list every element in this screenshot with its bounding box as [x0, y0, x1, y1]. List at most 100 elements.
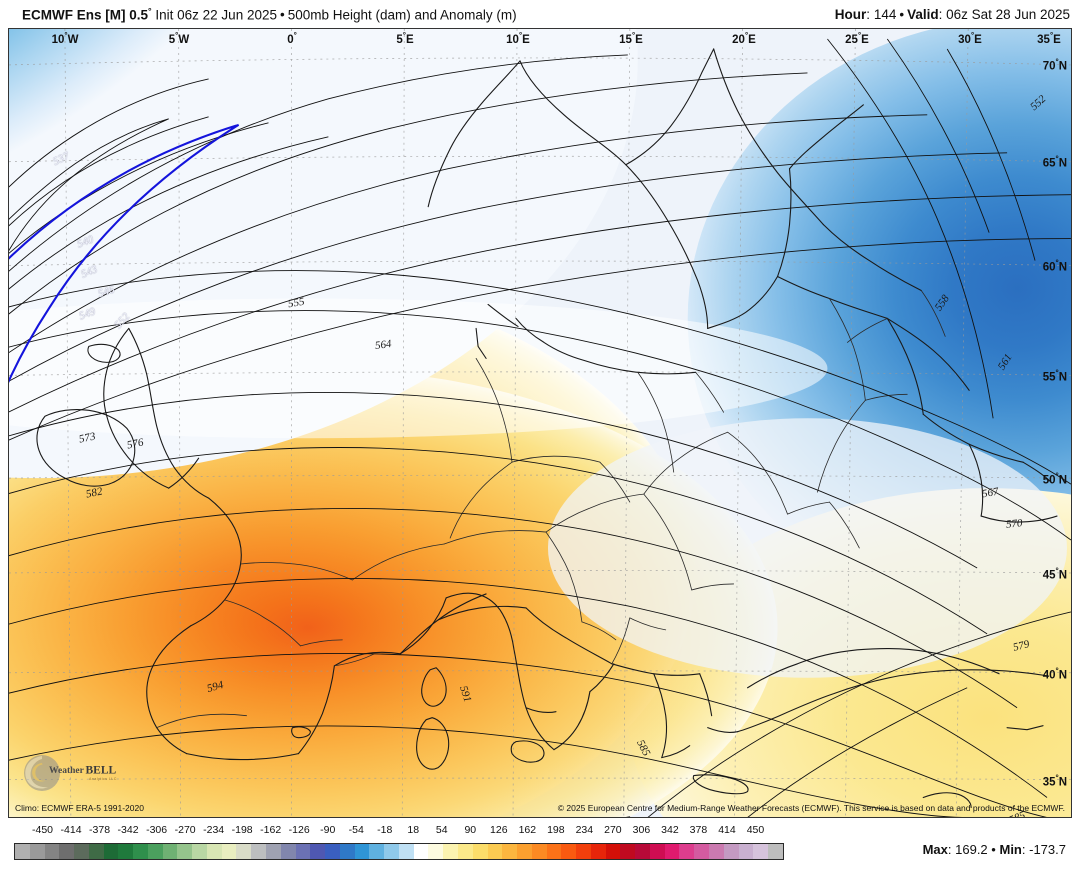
colorbar-swatch-6	[103, 844, 119, 859]
colorbar-swatch-1	[29, 844, 45, 859]
colorbar-swatch-42	[635, 844, 650, 859]
colorbar-swatch-19	[295, 844, 311, 859]
colorbar-swatch-13	[206, 844, 222, 859]
colorbar-swatch-49	[738, 844, 754, 859]
lon-label-5degW: 5°W	[168, 31, 190, 46]
colorbar-swatch-39	[590, 844, 606, 859]
lon-label-15degE: 15°E	[619, 31, 643, 46]
colorbar-swatch-38	[576, 844, 591, 859]
colorbar-tick-54: 54	[435, 824, 448, 836]
map-canvas[interactable]: 10°W 5°W 0° 5°E 10°E 15°E 20°E 25°E 30°E 35°E 70°…	[8, 28, 1072, 818]
colorbar-tick--198: -198	[231, 824, 253, 836]
climo-note: Climo: ECMWF ERA-5 1991-2020	[15, 803, 144, 813]
colorbar-swatch-31	[472, 844, 488, 859]
colorbar-swatch-0	[15, 844, 30, 859]
colorbar-swatch-17	[266, 844, 281, 859]
colorbar-tick--306: -306	[146, 824, 168, 836]
colorbar-tick--90: -90	[320, 824, 336, 836]
colorbar-tick--18: -18	[377, 824, 393, 836]
colorbar-tick-270: 270	[604, 824, 622, 836]
colorbar-swatch-18	[280, 844, 296, 859]
lon-label-10degE: 10°E	[506, 31, 530, 46]
min-colon: :	[1021, 842, 1026, 857]
lat-label-45degN: 45°N	[1042, 566, 1067, 582]
colorbar-tick--342: -342	[117, 824, 139, 836]
colorbar-tick--414: -414	[60, 824, 82, 836]
logo-text-bell: BELL	[86, 765, 117, 777]
lon-label-5degE: 5°E	[396, 31, 414, 46]
field-name: 500mb Height (dam) and Anomaly (m)	[287, 7, 517, 23]
lat-label-70degN: 70°N	[1042, 57, 1067, 73]
max-colon: :	[947, 842, 952, 857]
colorbar-tick-18: 18	[407, 824, 420, 836]
colorbar-swatch-12	[192, 844, 207, 859]
colorbar-swatch-4	[74, 844, 89, 859]
colorbar-swatch-11	[177, 844, 193, 859]
colorbar-tick--270: -270	[174, 824, 196, 836]
lon-label-35degE: 35°E	[1037, 31, 1061, 46]
init-time: Init 06z 22 Jun 2025	[155, 7, 277, 23]
colorbar-swatch-30	[457, 844, 473, 859]
colorbar-swatch-41	[620, 844, 636, 859]
hour-value: 144	[873, 6, 897, 22]
colorbar-swatch-2	[44, 844, 60, 859]
valid-label: Valid	[907, 6, 939, 22]
anomaly-shading-layer	[9, 29, 1071, 817]
colorbar-swatch-20	[310, 844, 326, 859]
colorbar-swatch-48	[723, 844, 739, 859]
colorbar-swatch-34	[517, 844, 532, 859]
colorbar-tick-306: 306	[632, 824, 651, 836]
valid-value: 06z Sat 28 Jun 2025	[946, 6, 1070, 22]
colorbar-gradient	[14, 843, 784, 860]
lon-label-0deg: 0°	[287, 31, 297, 46]
lon-label-30degE: 30°E	[958, 31, 982, 46]
lat-label-65degN: 65°N	[1042, 154, 1067, 170]
colorbar-swatch-10	[162, 844, 178, 859]
colorbar-swatch-16	[251, 844, 267, 859]
colorbar-swatch-47	[708, 844, 724, 859]
hour-label: Hour	[834, 6, 867, 22]
colorbar-swatch-33	[502, 844, 518, 859]
colorbar-tick-162: 162	[518, 824, 537, 836]
min-label: Min	[999, 842, 1022, 857]
hour-colon: :	[866, 6, 871, 22]
colorbar-tick-414: 414	[718, 824, 736, 836]
colorbar-swatch-5	[88, 844, 104, 859]
colorbar-tick--378: -378	[89, 824, 111, 836]
weatherbell-logo: Weather BELL Analytics LLC	[24, 755, 117, 791]
lat-label-60degN: 60°N	[1042, 258, 1067, 274]
coastline-layer	[36, 48, 1058, 809]
contour-label-570: 570	[1005, 517, 1024, 531]
max-label: Max	[922, 842, 948, 857]
colorbar-swatch-9	[147, 844, 163, 859]
colorbar-swatch-46	[694, 844, 709, 859]
degree-symbol: °	[148, 5, 152, 16]
map-footer: Climo: ECMWF ERA-5 1991-2020 © 2025 Euro…	[9, 799, 1071, 817]
colorbar-swatch-27	[413, 844, 429, 859]
colorbar-swatch-40	[605, 844, 621, 859]
colorbar-swatch-26	[398, 844, 414, 859]
colorbar-tick-234: 234	[575, 824, 594, 836]
colorbar-swatch-45	[679, 844, 695, 859]
colorbar-swatch-51	[768, 844, 783, 859]
colorbar: -450 -414 -378 -342 -306 -270 -234 -198 -162 -126…	[0, 824, 1080, 878]
lon-label-20degE: 20°E	[732, 31, 756, 46]
colorbar-swatch-21	[325, 844, 340, 859]
colorbar-swatch-36	[546, 844, 562, 859]
highlighted-contour-540	[9, 123, 240, 384]
colorbar-tick--126: -126	[288, 824, 310, 836]
colorbar-tick-450: 450	[746, 824, 765, 836]
colorbar-tick--234: -234	[203, 824, 225, 836]
minmax-bullet: •	[991, 842, 996, 857]
colorbar-swatch-32	[487, 844, 503, 859]
lon-label-10degW: 10°W	[51, 31, 79, 46]
colorbar-swatch-23	[354, 844, 370, 859]
colorbar-swatch-7	[118, 844, 134, 859]
header-bullet-2: •	[899, 6, 905, 22]
colorbar-swatch-44	[664, 844, 680, 859]
colorbar-tick--162: -162	[260, 824, 282, 836]
height-contour-layer	[9, 38, 1071, 817]
max-value: 169.2	[955, 842, 988, 857]
header-bar: ECMWF Ens [M] 0.5° Init 06z 22 Jun 2025 •…	[0, 0, 1080, 28]
